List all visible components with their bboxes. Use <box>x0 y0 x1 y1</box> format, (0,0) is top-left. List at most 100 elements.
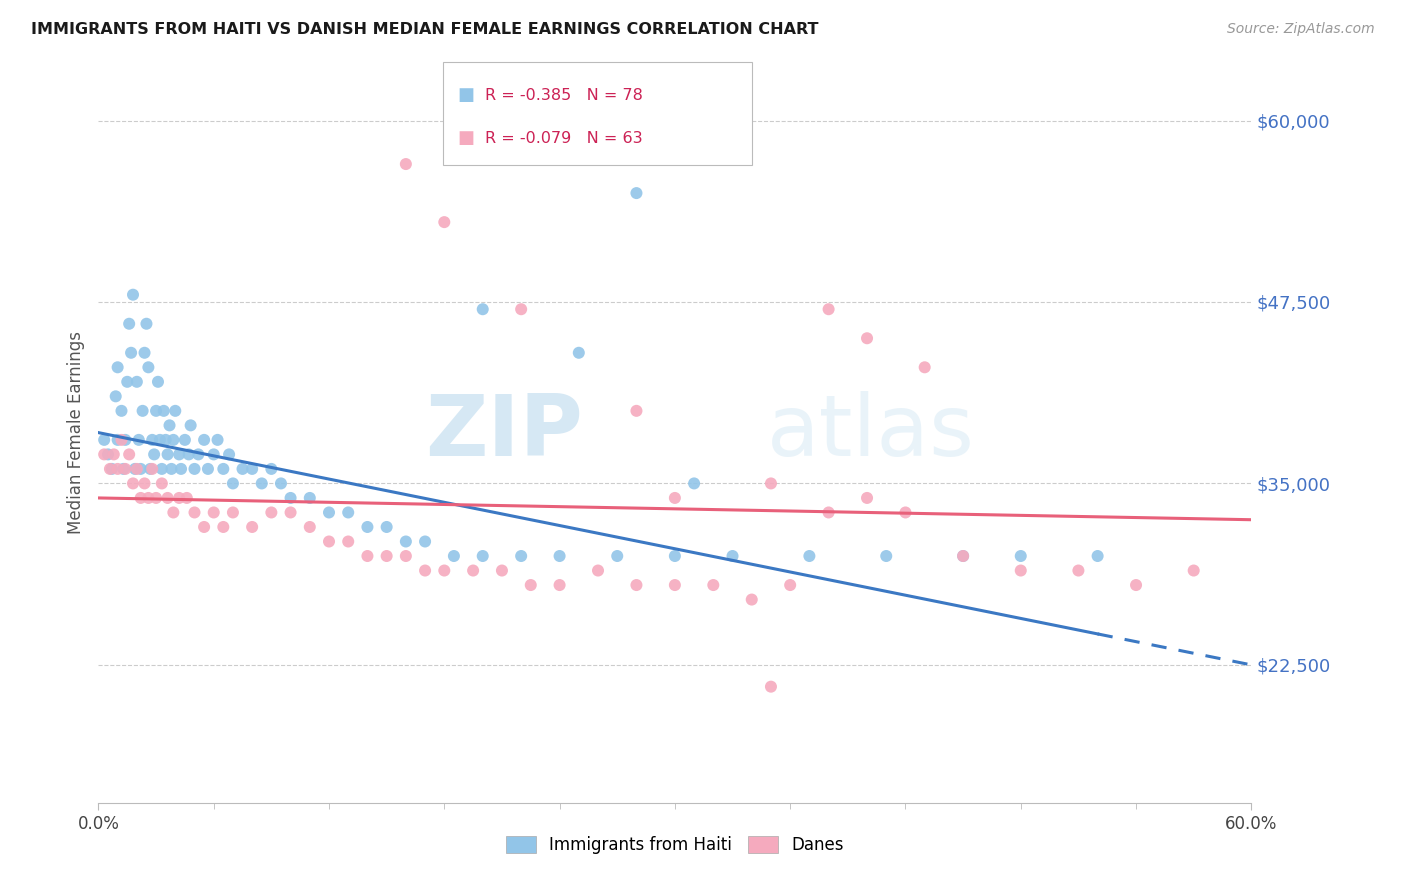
Legend: Immigrants from Haiti, Danes: Immigrants from Haiti, Danes <box>499 830 851 861</box>
Point <box>167 491 190 505</box>
Point <box>146 375 169 389</box>
Point <box>104 389 127 403</box>
Point <box>138 360 160 375</box>
Point <box>683 476 706 491</box>
Point <box>103 447 125 461</box>
Point <box>702 578 724 592</box>
Point <box>298 520 321 534</box>
Point <box>240 520 263 534</box>
Point <box>779 578 801 592</box>
Point <box>664 549 686 563</box>
Point <box>141 462 163 476</box>
Point <box>170 462 193 476</box>
Text: R = -0.079   N = 63: R = -0.079 N = 63 <box>485 131 643 145</box>
Point <box>413 534 436 549</box>
Point <box>134 476 156 491</box>
Point <box>280 506 302 520</box>
Point <box>150 462 173 476</box>
Point <box>162 506 184 520</box>
Point <box>93 433 115 447</box>
Point <box>159 418 181 433</box>
Point <box>270 476 292 491</box>
Point <box>117 375 139 389</box>
Text: ■: ■ <box>457 129 474 147</box>
Point <box>125 375 148 389</box>
Text: atlas: atlas <box>768 391 976 475</box>
Point <box>817 302 839 317</box>
Point <box>110 404 132 418</box>
Point <box>114 433 136 447</box>
Point <box>122 476 145 491</box>
Point <box>222 476 245 491</box>
Point <box>128 433 150 447</box>
Point <box>177 447 200 461</box>
Point <box>799 549 821 563</box>
Point <box>626 186 648 200</box>
Point <box>107 433 129 447</box>
Point <box>240 462 263 476</box>
Point <box>318 506 340 520</box>
Point <box>413 564 436 578</box>
Point <box>187 447 209 461</box>
Point <box>433 215 456 229</box>
Point <box>156 491 179 505</box>
Point <box>131 404 153 418</box>
Point <box>510 549 533 563</box>
Point <box>176 491 198 505</box>
Point <box>1010 549 1032 563</box>
Text: ZIP: ZIP <box>425 391 582 475</box>
Point <box>395 534 418 549</box>
Point <box>145 404 167 418</box>
Point <box>93 447 115 461</box>
Point <box>375 520 398 534</box>
Point <box>375 549 398 563</box>
Point <box>395 549 418 563</box>
Point <box>124 462 146 476</box>
Point <box>193 520 215 534</box>
Point <box>152 404 174 418</box>
Point <box>337 506 360 520</box>
Point <box>856 331 879 345</box>
Point <box>520 578 543 592</box>
Point <box>1182 564 1205 578</box>
Point <box>101 462 124 476</box>
Point <box>218 447 240 461</box>
Point <box>443 549 465 563</box>
Point <box>98 462 121 476</box>
Point <box>165 404 187 418</box>
Point <box>120 345 142 359</box>
Point <box>856 491 879 505</box>
Point <box>875 549 897 563</box>
Point <box>160 462 183 476</box>
Point <box>280 491 302 505</box>
Point <box>162 433 184 447</box>
Point <box>1067 564 1090 578</box>
Point <box>112 462 135 476</box>
Point <box>759 680 782 694</box>
Point <box>626 404 648 418</box>
Point <box>1125 578 1147 592</box>
Point <box>759 476 782 491</box>
Point <box>231 462 254 476</box>
Point <box>125 462 148 476</box>
Point <box>207 433 229 447</box>
Point <box>741 592 763 607</box>
Point <box>183 506 205 520</box>
Point <box>260 506 283 520</box>
Point <box>952 549 974 563</box>
Point <box>471 549 494 563</box>
Y-axis label: Median Female Earnings: Median Female Earnings <box>67 331 86 534</box>
Point <box>129 491 152 505</box>
Point <box>138 491 160 505</box>
Point <box>337 534 360 549</box>
Point <box>568 345 591 359</box>
Point <box>107 360 129 375</box>
Point <box>145 491 167 505</box>
Point <box>510 302 533 317</box>
Point <box>150 476 173 491</box>
Point <box>298 491 321 505</box>
Point <box>586 564 609 578</box>
Text: IMMIGRANTS FROM HAITI VS DANISH MEDIAN FEMALE EARNINGS CORRELATION CHART: IMMIGRANTS FROM HAITI VS DANISH MEDIAN F… <box>31 22 818 37</box>
Point <box>202 447 225 461</box>
Point <box>664 578 686 592</box>
